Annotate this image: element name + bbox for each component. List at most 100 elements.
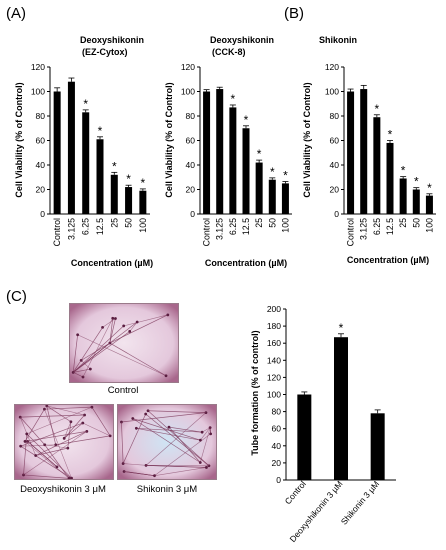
cell-node xyxy=(34,454,38,457)
bar xyxy=(96,139,104,214)
x-tick-label: 12.5 xyxy=(95,218,105,235)
cell-node xyxy=(122,324,126,328)
cell-node xyxy=(25,432,29,436)
tube-segment xyxy=(82,422,111,437)
y-tick-label: 120 xyxy=(31,62,45,72)
x-tick-label: 3.125 xyxy=(215,218,225,240)
tube-segment xyxy=(124,471,155,477)
bar xyxy=(255,162,263,214)
x-tick-label: 50 xyxy=(411,218,421,228)
cell-node xyxy=(70,476,73,479)
tube-segment xyxy=(63,421,72,439)
cell-node xyxy=(167,425,171,429)
significance-asterisk: * xyxy=(427,181,432,195)
x-axis-label: Concentration (µM) xyxy=(205,258,287,268)
bar xyxy=(53,91,61,214)
tube-segment xyxy=(109,321,138,344)
x-tick-label: 50 xyxy=(124,218,134,228)
tube-segment xyxy=(122,413,146,464)
plot-area: 020406080100120140160180200Control*Deoxy… xyxy=(267,304,396,544)
tube-segment xyxy=(132,418,201,441)
panel-label-b: (B) xyxy=(284,5,304,22)
x-tick-label: 6.25 xyxy=(372,218,382,235)
y-tick-label: 80 xyxy=(330,111,340,121)
cell-node xyxy=(62,436,66,440)
significance-asterisk: * xyxy=(83,97,88,111)
tube-segment xyxy=(20,422,83,447)
tube-segment xyxy=(35,431,87,456)
significance-asterisk: * xyxy=(283,169,288,183)
tube-segment xyxy=(72,334,78,373)
y-axis-label: Cell Viability (% of Control) xyxy=(14,82,24,197)
x-tick-label: 25 xyxy=(109,218,119,228)
tube-segment xyxy=(23,431,87,476)
tube-segment xyxy=(109,314,168,344)
tube-segment xyxy=(73,368,91,373)
x-tick-label: Control xyxy=(283,479,308,507)
y-tick-label: 40 xyxy=(36,160,46,170)
significance-asterisk: * xyxy=(270,165,275,179)
cell-node xyxy=(128,330,132,333)
y-tick-label: 100 xyxy=(325,87,339,97)
y-tick-label: 140 xyxy=(267,355,281,365)
x-tick-label: 6.25 xyxy=(228,218,238,235)
y-tick-label: 40 xyxy=(272,441,282,451)
y-tick-label: 40 xyxy=(330,160,340,170)
y-tick-label: 120 xyxy=(181,62,195,72)
x-tick-label: 100 xyxy=(424,218,434,233)
panel-label-c: (C) xyxy=(6,288,27,305)
tube-segment xyxy=(44,444,70,479)
tube-segment xyxy=(24,441,70,479)
bar xyxy=(373,117,381,214)
caption-control: Control xyxy=(107,385,139,396)
tube-segment xyxy=(23,433,28,475)
tube-segment xyxy=(24,431,87,442)
tube-segment xyxy=(80,360,91,370)
tube-segment xyxy=(55,435,111,446)
y-tick-label: 60 xyxy=(36,136,46,146)
significance-asterisk: * xyxy=(126,172,131,186)
significance-asterisk: * xyxy=(414,175,419,189)
bar xyxy=(347,91,355,214)
x-axis-label: Concentration (µM) xyxy=(347,255,429,265)
cell-node xyxy=(23,440,27,443)
y-tick-label: 200 xyxy=(267,304,281,314)
tube-segment xyxy=(24,409,45,442)
tube-segment xyxy=(109,318,114,344)
y-tick-label: 160 xyxy=(267,338,281,348)
tube-segment xyxy=(132,418,201,463)
chart-deoxyshikonin-ez-cytox: 0 20 40 60 80 100 120 Control 3.125 * 6.25 * 12.5 * 25… xyxy=(14,35,153,268)
tube-segment xyxy=(35,447,68,456)
tube-segment xyxy=(148,410,206,413)
cell-node xyxy=(153,474,156,478)
cell-node xyxy=(131,417,135,420)
chart-title: Deoxyshikonin xyxy=(210,35,274,45)
x-tick-label: 3.125 xyxy=(359,218,369,240)
chart-shikonin: 0 20 40 60 80 100 120 Control 3.125 * 6.25 * 12.5 * 25… xyxy=(302,35,436,265)
significance-asterisk: * xyxy=(339,321,344,335)
caption-deoxyshikonin: Deoxyshikonin 3 μM xyxy=(20,484,106,495)
y-tick-label: 100 xyxy=(31,87,45,97)
bar xyxy=(139,190,147,214)
significance-asterisk: * xyxy=(98,124,103,138)
significance-asterisk: * xyxy=(401,164,406,178)
cell-node xyxy=(19,444,23,448)
cell-node xyxy=(111,316,115,320)
bar xyxy=(203,91,211,214)
cell-node xyxy=(114,317,117,320)
chart-title: Deoxyshikonin xyxy=(80,35,144,45)
x-tick-label: 100 xyxy=(280,218,290,233)
y-tick-label: 60 xyxy=(272,424,282,434)
bar xyxy=(229,107,237,214)
x-tick-label: 100 xyxy=(138,218,148,233)
x-tick-label: 12.5 xyxy=(241,218,251,235)
tube-segment xyxy=(121,421,124,464)
bar xyxy=(297,394,312,480)
cell-node xyxy=(88,367,92,371)
cell-node xyxy=(135,320,139,324)
bar xyxy=(360,89,368,214)
significance-asterisk: * xyxy=(375,102,380,116)
